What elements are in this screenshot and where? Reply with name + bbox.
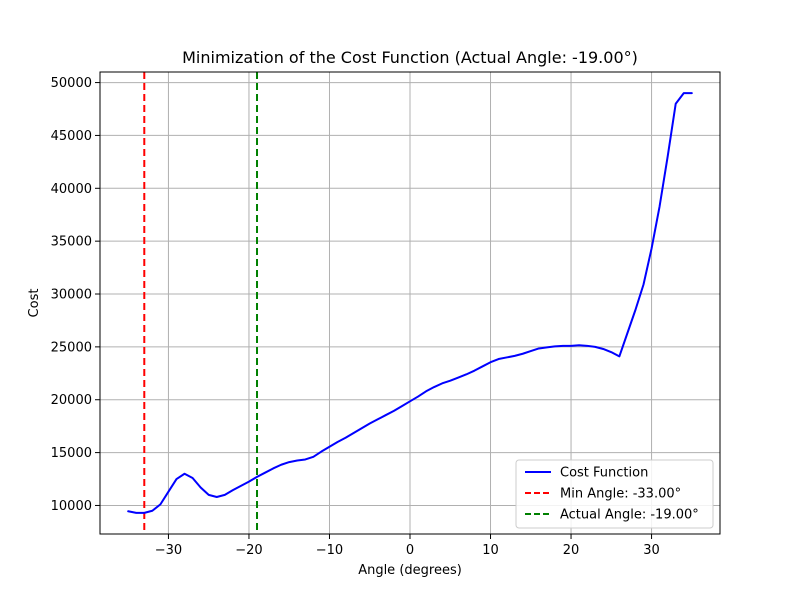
y-tick-label: 40000 [51,182,92,197]
legend-label: Cost Function [560,466,648,481]
y-axis-label: Cost [27,289,42,318]
chart-title: Minimization of the Cost Function (Actua… [182,48,638,67]
y-tick-label: 50000 [51,76,92,91]
axes-layer: −30 −20 −10 0 10 20 30 10000 15000 20000 25000 3000… [51,76,660,558]
x-tick-label: −20 [235,543,262,558]
y-tick-label: 10000 [51,499,92,514]
y-tick-label: 30000 [51,288,92,303]
x-tick-label: −30 [155,543,182,558]
x-tick-label: 10 [482,543,499,558]
x-tick-label: 30 [643,543,660,558]
x-axis-label: Angle (degrees) [358,563,462,578]
legend-items: Cost Function Min Angle: -33.00° Actual An… [525,466,699,523]
series-line-cost-function [127,92,693,514]
x-tick-label: −10 [316,543,343,558]
x-tick-label: 0 [406,543,414,558]
y-tick-label: 35000 [51,235,92,250]
legend-label: Actual Angle: -19.00° [560,508,699,523]
legend-label: Min Angle: -33.00° [560,487,681,502]
x-tick-label: 20 [563,543,580,558]
y-tick-label: 15000 [51,446,92,461]
y-tick-label: 20000 [51,393,92,408]
y-tick-label: 25000 [51,340,92,355]
series-layer [127,92,693,514]
legend-box [515,459,714,529]
y-tick-label: 45000 [51,129,92,144]
legend: Cost Function Min Angle: -33.00° Actual An… [515,459,714,529]
vertical-lines-layer [143,72,259,534]
